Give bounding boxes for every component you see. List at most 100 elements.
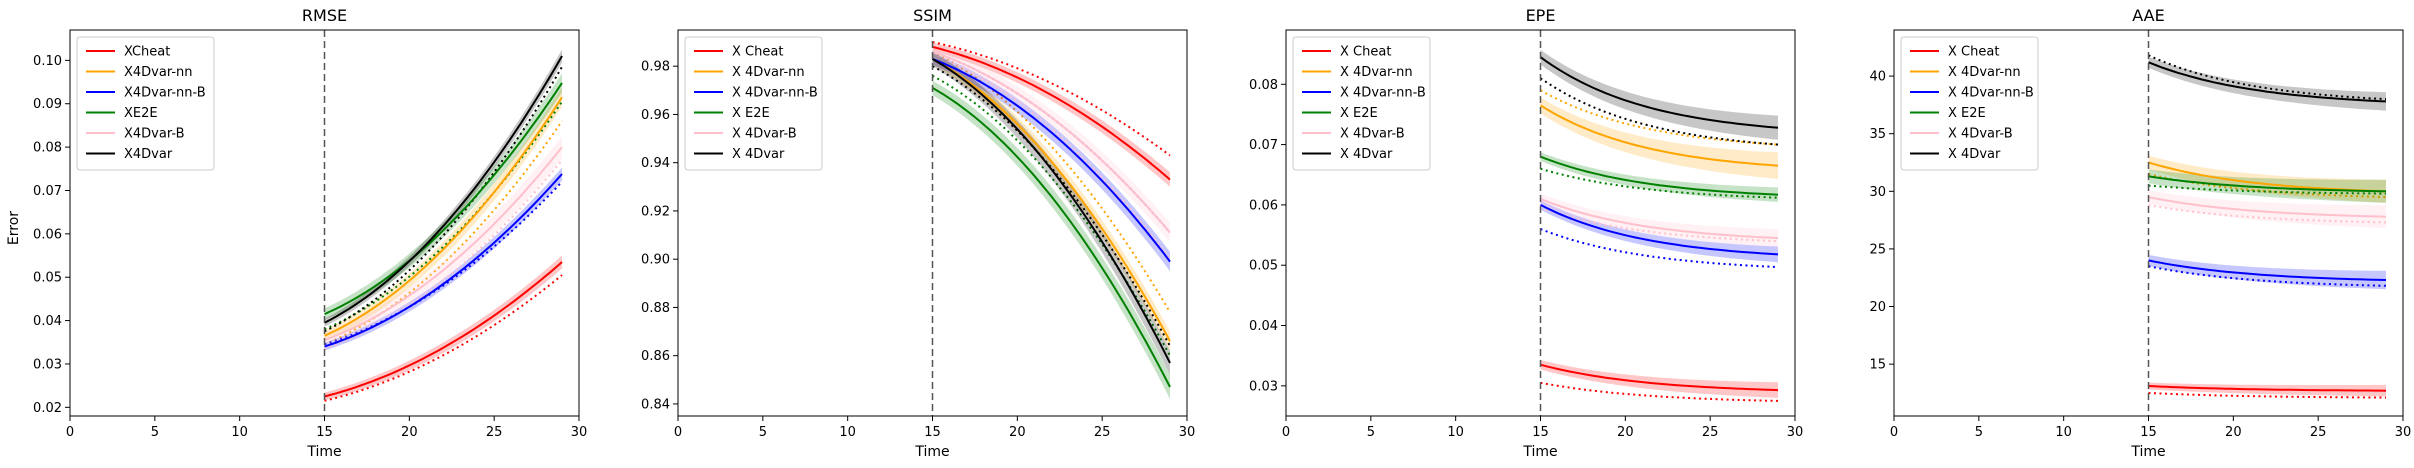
series-band	[1540, 49, 1778, 140]
chart-title: EPE	[1526, 6, 1556, 25]
y-tick-label: 0.06	[33, 227, 62, 242]
series-dotted-line	[2148, 392, 2387, 399]
series-dotted-line	[324, 181, 563, 346]
chart-title: RMSE	[302, 6, 347, 25]
series-dotted-line	[2148, 204, 2387, 224]
legend-label: X 4Dvar-B	[1948, 127, 2013, 142]
y-tick-label: 30	[1869, 185, 1886, 200]
series-dotted-line	[932, 53, 1171, 260]
legend-label: XE2E	[124, 106, 158, 121]
series-line	[2148, 196, 2387, 218]
y-tick-label: 0.92	[641, 204, 670, 219]
x-tick-label: 0	[674, 425, 682, 440]
legend-label: X 4Dvar-B	[1340, 127, 1405, 142]
series-line	[932, 58, 1171, 342]
x-tick-label: 30	[2395, 425, 2412, 440]
series-dotted-line	[1539, 77, 1779, 146]
x-tick-label: 25	[2310, 425, 2327, 440]
x-tick-label: 15	[924, 425, 941, 440]
x-tick-label: 30	[1787, 425, 1804, 440]
series-line	[2148, 259, 2387, 281]
series-dotted-line	[932, 65, 1171, 347]
y-tick-label: 0.03	[33, 357, 62, 372]
series-dotted-line	[2148, 184, 2386, 195]
series-dotted-line	[324, 274, 563, 402]
y-tick-label: 0.84	[641, 397, 670, 412]
y-tick-label: 0.98	[641, 60, 670, 75]
legend-box	[1900, 36, 2039, 171]
legend-label: X 4Dvar-nn-B	[1340, 86, 1426, 101]
y-tick-label: 0.90	[641, 253, 670, 268]
legend-label: X4Dvar-nn-B	[124, 86, 206, 101]
legend-label: X E2E	[732, 106, 770, 121]
x-tick-label: 20	[2225, 425, 2242, 440]
chart-title: SSIM	[913, 6, 952, 25]
legend-label: X 4Dvar-nn-B	[1948, 86, 2034, 101]
series-line	[324, 82, 563, 316]
legend-label: X E2E	[1948, 106, 1986, 121]
legend-label: X4Dvar-nn	[124, 65, 193, 80]
legend-label: X4Dvar-B	[124, 127, 185, 142]
y-tick-label: 0.05	[33, 271, 62, 286]
series-line	[1540, 204, 1779, 256]
series-line	[932, 50, 1171, 234]
series-band	[932, 42, 1170, 187]
x-tick-label: 0	[1282, 425, 1290, 440]
x-tick-label: 15	[2140, 425, 2157, 440]
legend-label: X 4Dvar	[732, 147, 785, 162]
y-tick-label: 40	[1869, 70, 1886, 85]
chart-panel-3: EPE 0 5 10 15 20 25 30 Time 0.03 0.04 0.05 0.06 0.07 0…	[1249, 6, 1803, 460]
x-tick-label: 10	[231, 425, 248, 440]
legend-label: X 4Dvar-nn	[1340, 65, 1413, 80]
y-tick-label: 0.10	[33, 54, 62, 69]
x-tick-label: 5	[1367, 425, 1375, 440]
plot-area	[324, 49, 563, 402]
series-band	[932, 45, 1170, 243]
series-dotted-line	[1540, 381, 1779, 402]
x-tick-label: 30	[1179, 425, 1196, 440]
series-band	[2148, 155, 2386, 203]
x-tick-label: 25	[486, 425, 503, 440]
chart-panel-2: SSIM 0 5 10 15 20 25 30 Time 0.84 0.86 0.88 0.90 0.92…	[641, 6, 1195, 460]
series-band	[2148, 254, 2386, 290]
series-line	[931, 58, 1171, 364]
legend-label: X4Dvar	[124, 147, 173, 162]
y-tick-label: 0.07	[1249, 138, 1278, 153]
legend-label: X Cheat	[732, 45, 783, 60]
legend-box	[684, 36, 823, 171]
legend-label: X Cheat	[1340, 45, 1391, 60]
x-tick-label: 5	[759, 425, 767, 440]
x-tick-label: 15	[316, 425, 333, 440]
y-tick-label: 0.09	[33, 97, 62, 112]
x-tick-label: 0	[66, 425, 74, 440]
series-band	[1540, 200, 1778, 263]
series-line	[1540, 363, 1779, 392]
series-band	[1540, 152, 1778, 202]
x-axis-label: Time	[306, 444, 341, 460]
chart-panel-4: AAE 0 5 10 15 20 25 30 Time 15 20 25 30 35 40 X Cheat X …	[1869, 6, 2411, 460]
y-tick-label: 0.04	[1249, 319, 1278, 334]
y-tick-label: 0.06	[1249, 198, 1278, 213]
series-line	[2148, 175, 2387, 193]
x-tick-label: 20	[1617, 425, 1634, 440]
x-axis-label: Time	[2130, 444, 2165, 460]
y-tick-label: 0.07	[33, 184, 62, 199]
y-tick-label: 0.08	[33, 141, 62, 156]
series-dotted-line	[324, 159, 563, 350]
x-tick-label: 20	[401, 425, 418, 440]
x-tick-label: 15	[1532, 425, 1549, 440]
series-line	[2148, 61, 2387, 103]
x-tick-label: 10	[839, 425, 856, 440]
legend-label: X Cheat	[1948, 45, 1999, 60]
x-axis-label: Time	[1522, 444, 1557, 460]
series-band	[2148, 169, 2386, 203]
legend-label: X 4Dvar-nn	[732, 65, 805, 80]
series-line	[932, 45, 1171, 181]
x-tick-label: 30	[571, 425, 588, 440]
legend-label: X 4Dvar-B	[732, 127, 797, 142]
y-tick-label: 35	[1869, 127, 1886, 142]
y-tick-label: 15	[1869, 358, 1886, 373]
series-line	[2148, 385, 2387, 392]
series-band	[324, 255, 562, 401]
